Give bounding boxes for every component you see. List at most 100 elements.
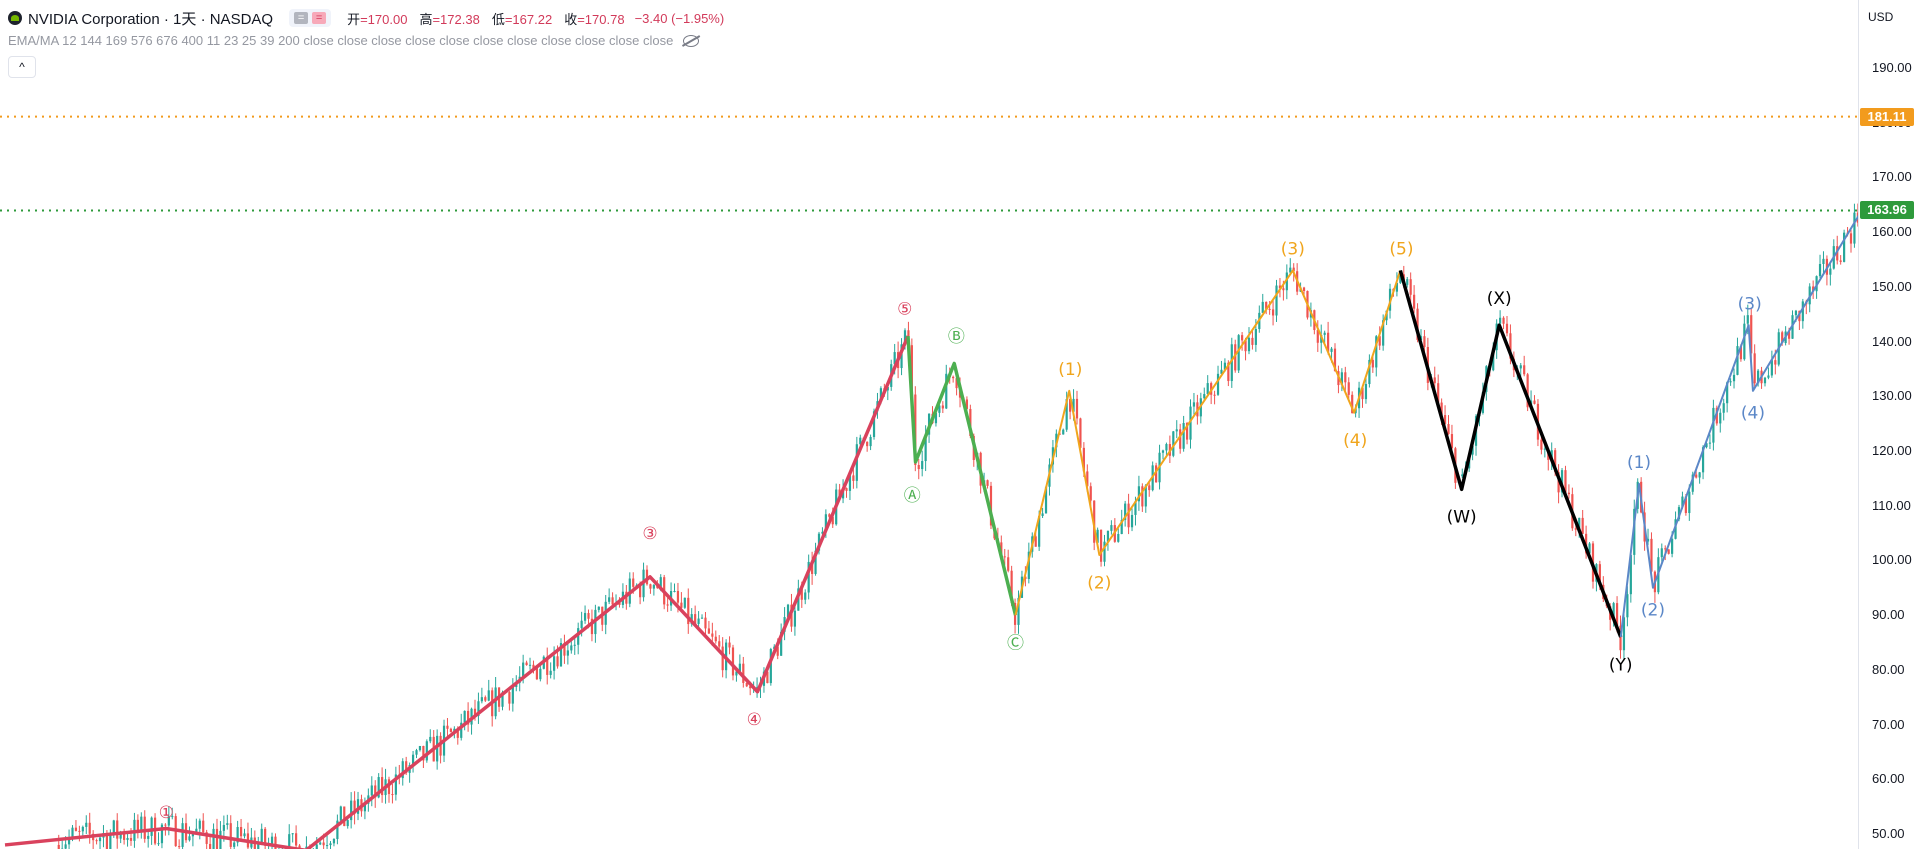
currency-selector[interactable]: USD [1868, 10, 1894, 24]
candle-body [98, 837, 102, 842]
low-value: =167.22 [504, 11, 553, 27]
candle-body [824, 514, 827, 532]
candle-body [1787, 331, 1791, 339]
price-axis[interactable] [1858, 0, 1920, 849]
candle-body [525, 662, 528, 666]
candle-body [436, 735, 439, 762]
candle-body [1688, 491, 1691, 514]
candle-body [673, 590, 676, 592]
candle-body [322, 842, 325, 846]
candle-body [1106, 530, 1110, 542]
candle-body [742, 663, 745, 683]
candle-body [85, 822, 88, 827]
candle-body [1203, 394, 1206, 399]
equal-button[interactable]: = [312, 12, 327, 24]
candle-body [377, 777, 380, 798]
candle-body [700, 617, 704, 619]
candle-body [181, 823, 184, 847]
candle-body [721, 646, 724, 671]
candle-body [1399, 274, 1402, 283]
candle-body [1626, 594, 1629, 618]
candle-body [1010, 570, 1013, 604]
candle-body [1829, 268, 1832, 275]
candle-body [714, 636, 717, 642]
candle-body [1075, 398, 1079, 419]
candle-body [1757, 370, 1760, 384]
candle-body [1007, 557, 1010, 571]
candle-body [1241, 335, 1244, 341]
wave-line-orange [1014, 269, 1402, 616]
candle-body [126, 837, 129, 840]
candle-body [1719, 412, 1722, 424]
candle-body [1767, 375, 1770, 378]
symbol-title[interactable]: NVIDIA Corporation · 1天 · NASDAQ [28, 10, 274, 28]
candle-body [1333, 348, 1337, 372]
candle-body [74, 827, 78, 831]
indicator-legend[interactable]: EMA/MA 12 144 169 576 676 400 11 23 25 3… [8, 33, 700, 48]
candle-body [1818, 264, 1822, 277]
chart-header: NVIDIA Corporation · 1天 · NASDAQ = = 开=1… [8, 8, 724, 28]
candle-body [1750, 315, 1753, 354]
candle-body [501, 692, 504, 707]
candle-body [745, 682, 748, 687]
candle-body [1622, 617, 1626, 651]
price-tag-orange: 181.11 [1860, 107, 1914, 126]
candle-body [473, 708, 477, 716]
candle-body [1505, 323, 1509, 334]
indicator-label[interactable]: EMA/MA 12 144 169 576 676 400 11 23 25 3… [8, 33, 674, 48]
candle-body [811, 561, 814, 574]
hide-button[interactable]: = [294, 12, 309, 24]
candle-body [1650, 538, 1653, 572]
wave-label: (4) [1741, 404, 1765, 424]
candle-body [150, 817, 153, 836]
candle-body [1794, 310, 1798, 316]
candle-body [147, 835, 150, 839]
candle-body [807, 561, 810, 593]
candle-body [1130, 514, 1134, 528]
candle-body [934, 412, 938, 424]
candle-body [274, 836, 277, 849]
candle-body [136, 819, 139, 831]
candle-body [1227, 362, 1230, 382]
candle-body [1234, 344, 1237, 371]
candle-body [731, 647, 735, 676]
candle-body [143, 816, 146, 839]
collapse-legend-button[interactable]: ^ [8, 56, 36, 78]
candle-body [859, 437, 862, 445]
candle-body [1567, 492, 1571, 495]
candle-body [1041, 513, 1044, 516]
candle-body [1615, 603, 1619, 626]
candle-body [494, 687, 497, 717]
candle-body [583, 613, 587, 621]
candle-body [831, 516, 834, 525]
candle-body [1437, 383, 1440, 403]
candle-body [821, 531, 824, 534]
candle-body [587, 613, 590, 619]
candle-body [632, 578, 635, 587]
price-tick-label: 120.00 [1872, 443, 1912, 458]
open-label: 开 [347, 11, 361, 27]
candle-body [212, 828, 215, 849]
candle-body [666, 604, 669, 606]
open-value: =170.00 [360, 11, 408, 27]
candle-body [1409, 279, 1412, 295]
candle-body [332, 839, 336, 844]
change-value: −3.40 (−1.95%) [634, 10, 725, 26]
candle-body [776, 646, 779, 656]
compare-buttons[interactable]: = = [289, 9, 332, 27]
candle-body [1268, 308, 1271, 310]
candle-body [1134, 501, 1137, 515]
candle-body [941, 405, 944, 409]
candle-body [1743, 323, 1746, 360]
wave-label: (1) [1058, 360, 1082, 380]
eye-hidden-icon[interactable] [683, 34, 700, 47]
candle-body [446, 725, 449, 729]
candle-body [786, 604, 790, 618]
candle-body [872, 411, 876, 437]
candle-body [1034, 536, 1037, 547]
candle-body [222, 824, 225, 831]
candle-body [1578, 517, 1581, 530]
candle-body [1189, 406, 1192, 440]
candle-body [467, 710, 470, 725]
